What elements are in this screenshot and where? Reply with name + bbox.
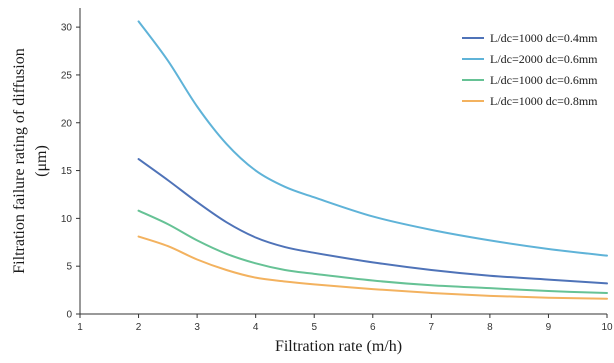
x-tick-label: 5	[311, 322, 317, 333]
x-axis-ticks: 1 2 3 4 5 6 7 8 9 10	[77, 314, 613, 333]
y-axis-title: Filtration failure rating of diffusion (…	[11, 48, 50, 273]
data-series	[137, 20, 608, 300]
x-tick-label: 6	[370, 322, 376, 333]
legend: L/dc=1000 dc=0.4mm L/dc=2000 dc=0.6mm L/dc…	[462, 31, 598, 108]
legend-label: L/dc=1000 dc=0.8mm	[490, 94, 598, 108]
legend-label: L/dc=1000 dc=0.6mm	[490, 73, 598, 87]
chart-axes	[79, 8, 607, 315]
legend-label: L/dc=2000 dc=0.6mm	[490, 52, 598, 66]
x-tick-label: 9	[546, 322, 552, 333]
y-axis-ticks: 0 5 10 15 20 25 30	[61, 23, 80, 321]
series-line-2	[137, 20, 608, 257]
x-tick-label: 10	[601, 322, 613, 333]
y-axis-title-line1: Filtration failure rating of diffusion	[11, 48, 28, 273]
y-tick-label: 25	[61, 70, 73, 81]
x-tick-label: 1	[77, 322, 83, 333]
series-line-3	[137, 209, 608, 294]
series-line-1	[137, 158, 608, 285]
y-axis-title-line2: (μm)	[33, 145, 50, 177]
x-tick-label: 2	[136, 322, 142, 333]
x-axis-title: Filtration rate (m/h)	[275, 338, 402, 355]
x-tick-label: 8	[487, 322, 493, 333]
y-tick-label: 30	[61, 23, 73, 34]
x-tick-label: 3	[194, 322, 200, 333]
y-tick-label: 0	[66, 310, 72, 321]
x-tick-label: 7	[429, 322, 435, 333]
series-line-4	[137, 235, 608, 300]
y-tick-label: 10	[61, 214, 73, 225]
legend-label: L/dc=1000 dc=0.4mm	[490, 31, 598, 45]
y-tick-label: 20	[61, 118, 73, 129]
y-tick-label: 15	[61, 166, 73, 177]
x-tick-label: 4	[253, 322, 259, 333]
y-tick-label: 5	[66, 262, 72, 273]
